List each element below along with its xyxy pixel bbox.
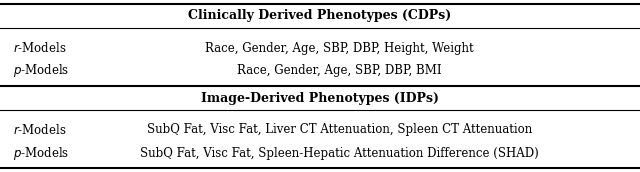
Text: $r$-Models: $r$-Models: [13, 41, 67, 55]
Text: Image-Derived Phenotypes (IDPs): Image-Derived Phenotypes (IDPs): [201, 92, 439, 105]
Text: Clinically Derived Phenotypes (CDPs): Clinically Derived Phenotypes (CDPs): [188, 9, 452, 22]
Text: $p$-Models: $p$-Models: [13, 145, 69, 162]
Text: SubQ Fat, Visc Fat, Liver CT Attenuation, Spleen CT Attenuation: SubQ Fat, Visc Fat, Liver CT Attenuation…: [147, 123, 532, 136]
Text: Race, Gender, Age, SBP, DBP, BMI: Race, Gender, Age, SBP, DBP, BMI: [237, 64, 442, 77]
Text: SubQ Fat, Visc Fat, Spleen-Hepatic Attenuation Difference (SHAD): SubQ Fat, Visc Fat, Spleen-Hepatic Atten…: [140, 147, 539, 160]
Text: $p$-Models: $p$-Models: [13, 62, 69, 79]
Text: $r$-Models: $r$-Models: [13, 123, 67, 137]
Text: Race, Gender, Age, SBP, DBP, Height, Weight: Race, Gender, Age, SBP, DBP, Height, Wei…: [205, 42, 474, 55]
